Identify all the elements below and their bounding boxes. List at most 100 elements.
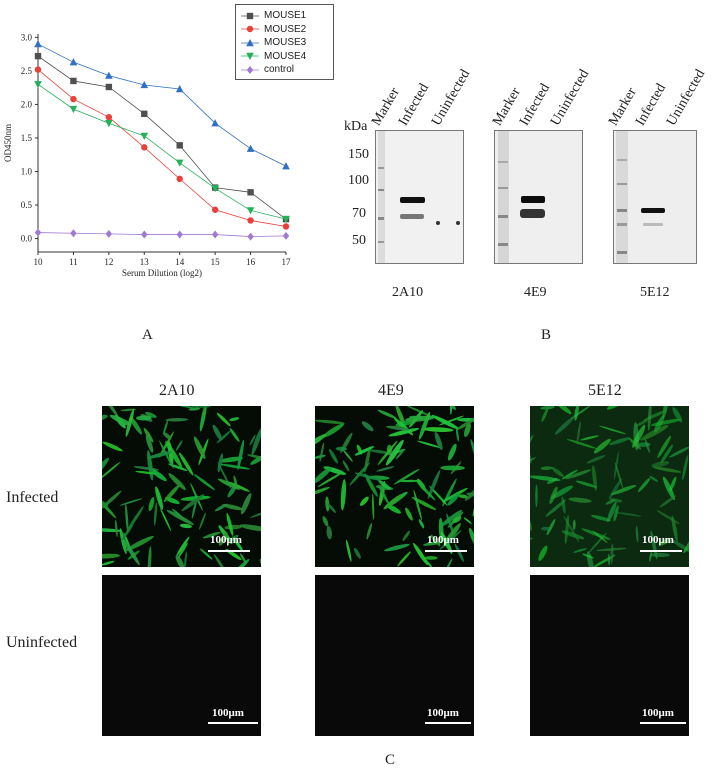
fluorescent-cell [422, 427, 454, 432]
fluorescent-cell [125, 535, 154, 551]
fluorescent-cell [660, 444, 674, 464]
fluorescent-cell [458, 494, 469, 499]
fluorescent-cell [102, 495, 117, 519]
fluorescent-cell [540, 466, 553, 470]
fluorescent-cell [366, 523, 373, 540]
fluorescent-cell [315, 433, 327, 452]
fluorescent-cell [592, 530, 608, 544]
fluorescent-cell [233, 475, 238, 490]
fluorescent-cell [609, 437, 631, 445]
row-title-infected: Infected [6, 489, 59, 506]
fluorescent-cell [447, 493, 460, 506]
scale-bar-label: 100μm [427, 534, 459, 546]
fluorescent-cell [180, 495, 211, 501]
fluorescent-cell [592, 465, 598, 491]
fluorescent-cell [239, 524, 261, 532]
fluorescent-cell [614, 462, 624, 490]
fluorescent-cell [227, 534, 239, 543]
fluorescent-cell [565, 469, 592, 480]
legend-swatch [241, 25, 259, 33]
lane-label-infected-1: Infected [396, 81, 433, 129]
panel-label-a: A [142, 327, 153, 343]
fluorescent-cell [599, 425, 626, 435]
fluorescent-cell [125, 408, 135, 437]
ifa-image-5e12-infected: 100μm [530, 406, 689, 567]
fluorescent-cell [438, 415, 465, 426]
fluorescent-cell [175, 440, 183, 451]
blot-bands-2a10 [376, 131, 463, 263]
fluorescent-cell [443, 523, 461, 546]
legend-swatch-marker [246, 52, 254, 60]
fluorescent-cell [342, 460, 350, 472]
fluorescent-cell [150, 469, 167, 482]
fluorescent-cell [637, 477, 651, 493]
fluorescent-cell [418, 411, 431, 440]
fluorescent-cell [568, 497, 592, 503]
legend-swatch-marker [246, 25, 254, 33]
fluorescent-cell [573, 548, 587, 553]
fluorescent-cell [682, 455, 689, 481]
marker-150-label: 150 [348, 147, 369, 162]
fluorescent-cell [147, 451, 173, 459]
fluorescent-cell [545, 499, 566, 517]
fluorescent-cell [383, 493, 403, 510]
fluorescent-cell [413, 489, 422, 521]
fluorescent-cell [193, 474, 216, 491]
fluorescent-cell [397, 551, 411, 567]
fluorescent-cell [229, 428, 240, 442]
marker-100-label: 100 [348, 173, 369, 188]
fluorescent-cell [444, 558, 453, 567]
y-tick-label: 3.0 [21, 32, 33, 42]
fluorescent-cell [222, 503, 243, 511]
scale-bar [425, 722, 471, 724]
fluorescent-cell [353, 547, 361, 559]
fluorescent-cell [455, 427, 459, 442]
fluorescent-cell [225, 549, 242, 561]
fluorescent-cell [227, 481, 250, 492]
ifa-image-4e9-uninfected: 100μm [315, 575, 474, 736]
fluorescent-cell [405, 406, 435, 418]
blot-bands-4e9 [495, 131, 582, 263]
data-point-mouse2 [176, 175, 183, 183]
fluorescent-cell [174, 406, 197, 409]
fluorescent-cell [259, 558, 261, 567]
data-point-mouse4 [175, 159, 184, 167]
data-point-mouse3 [69, 58, 78, 66]
column-title-4e9: 4E9 [378, 382, 404, 399]
fluorescent-cell [650, 418, 682, 426]
fluorescent-cell [434, 432, 443, 451]
data-point-mouse3 [34, 40, 42, 48]
fluorescent-cell [327, 503, 337, 514]
fluorescent-cell [575, 480, 597, 488]
fluorescent-cell [343, 449, 353, 462]
scale-bar [640, 722, 686, 724]
fluorescent-cell [659, 495, 677, 508]
fluorescent-cell [240, 553, 247, 564]
fluorescent-cell [440, 465, 466, 471]
fluorescent-cell [535, 484, 538, 508]
fluorescent-cell [359, 496, 369, 506]
fluorescent-cell [668, 446, 689, 458]
fluorescent-cell [102, 414, 108, 422]
data-point-mouse2 [34, 66, 42, 73]
fluorescent-cell [216, 412, 231, 427]
fluorescent-cell [441, 487, 468, 503]
fluorescent-cell [447, 443, 457, 461]
ifa-image-4e9-infected: 100μm [315, 406, 474, 567]
kda-label: kDa [344, 119, 368, 134]
fluorescent-cell [440, 509, 463, 527]
panel-label-c: C [385, 752, 396, 768]
fluorescent-cell [364, 473, 378, 497]
fluorescent-cell [541, 526, 552, 531]
fluorescent-cell [605, 499, 616, 505]
fluorescent-cell [202, 531, 221, 539]
legend-swatch-marker [246, 12, 254, 19]
fluorescent-cell [123, 539, 140, 566]
fluorescent-cell [345, 539, 352, 562]
fluorescent-cell [125, 503, 129, 533]
fluorescent-cell [102, 441, 123, 452]
legend-label: MOUSE3 [264, 37, 307, 48]
fluorescent-cell [102, 461, 121, 481]
fluorescent-cell [250, 508, 261, 518]
scale-bar [208, 550, 250, 552]
